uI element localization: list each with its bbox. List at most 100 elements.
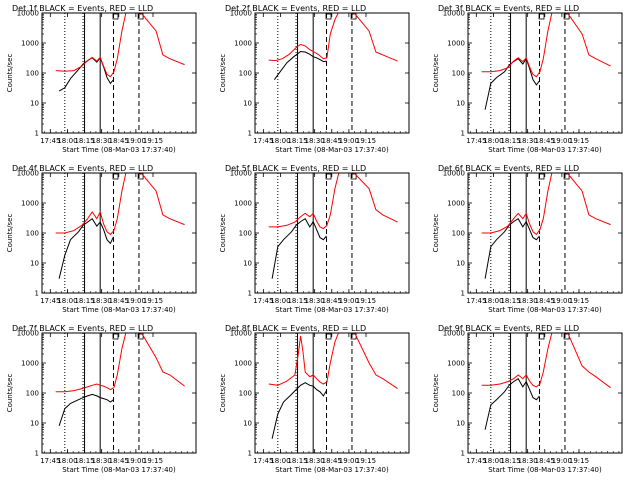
- y-tick-label: 1000: [447, 360, 465, 368]
- x-tick-label: 18:00: [270, 137, 290, 145]
- x-tick-label: 18:15: [74, 137, 94, 145]
- x-tick-label: 19:00: [552, 457, 572, 465]
- x-tick-label: 18:15: [500, 297, 520, 305]
- chart-panel-3: Det 3f BLACK = Events, RED = LLD 1 10 100 10…: [432, 4, 623, 154]
- interval-marker: [563, 173, 570, 180]
- y-axis-label: Counts/sec: [6, 54, 14, 93]
- x-tick-label: 17:45: [40, 137, 60, 145]
- chart-panel-5: Det 5f BLACK = Events, RED = LLD 1 10 100 10…: [219, 164, 410, 314]
- x-tick-label: 17:45: [40, 457, 60, 465]
- chart-panel-7: Det 7f BLACK = Events, RED = LLD 1 10 100 10…: [6, 324, 197, 474]
- x-tick-label: 19:15: [143, 457, 163, 465]
- y-tick-label: 1000: [21, 200, 39, 208]
- x-tick-label: 19:00: [552, 297, 572, 305]
- interval-marker: [112, 173, 119, 180]
- series-events-line: [58, 217, 114, 279]
- y-tick-label: 10000: [17, 10, 39, 18]
- chart-title: Det 8f BLACK = Events, RED = LLD: [225, 324, 366, 333]
- y-tick-label: 1: [35, 130, 39, 138]
- y-tick-label: 10000: [443, 330, 465, 338]
- y-tick-label: 1000: [234, 40, 252, 48]
- interval-marker: [325, 333, 332, 340]
- x-tick-label: 18:00: [270, 457, 290, 465]
- y-tick-label: 100: [26, 390, 39, 398]
- x-tick-label: 19:15: [143, 297, 163, 305]
- x-tick-label: 18:45: [322, 457, 342, 465]
- y-tick-label: 100: [452, 230, 465, 238]
- x-tick-label: 18:15: [287, 457, 307, 465]
- interval-marker: [325, 173, 332, 180]
- series-lld-line: [55, 13, 185, 78]
- x-tick-label: 18:00: [57, 457, 77, 465]
- x-tick-label: 18:45: [109, 137, 129, 145]
- x-tick-label: 17:45: [40, 297, 60, 305]
- x-tick-label: 17:45: [253, 297, 273, 305]
- chart-title: Det 1f BLACK = Events, RED = LLD: [12, 4, 153, 13]
- y-tick-label: 10000: [230, 170, 252, 178]
- interval-marker: [325, 13, 332, 20]
- x-tick-label: 18:30: [92, 457, 112, 465]
- chart-title: Det 3f BLACK = Events, RED = LLD: [438, 4, 579, 13]
- x-tick-label: 19:00: [339, 297, 359, 305]
- y-tick-label: 1: [248, 290, 252, 298]
- series-events-line: [484, 57, 540, 110]
- x-tick-label: 18:30: [518, 137, 538, 145]
- y-tick-label: 1000: [447, 200, 465, 208]
- chart-title: Det 5f BLACK = Events, RED = LLD: [225, 164, 366, 173]
- x-tick-label: 18:45: [535, 297, 555, 305]
- x-tick-label: 17:45: [253, 137, 273, 145]
- series-events-line: [58, 56, 114, 92]
- x-tick-label: 19:00: [126, 457, 146, 465]
- y-tick-label: 1000: [21, 360, 39, 368]
- y-tick-label: 10000: [17, 330, 39, 338]
- x-tick-label: 19:15: [569, 457, 589, 465]
- interval-marker: [350, 13, 357, 20]
- y-axis-label: Counts/sec: [432, 214, 440, 253]
- y-tick-label: 10: [243, 420, 252, 428]
- y-tick-label: 100: [239, 70, 252, 78]
- y-tick-label: 10: [30, 420, 39, 428]
- y-tick-label: 100: [26, 70, 39, 78]
- x-tick-label: 18:00: [483, 297, 503, 305]
- x-tick-label: 18:45: [322, 297, 342, 305]
- x-tick-label: 18:00: [57, 137, 77, 145]
- series-lld-line: [268, 173, 398, 230]
- y-tick-label: 10000: [230, 10, 252, 18]
- y-tick-label: 1000: [234, 200, 252, 208]
- y-tick-label: 1: [248, 130, 252, 138]
- x-tick-label: 19:00: [126, 137, 146, 145]
- interval-marker: [538, 13, 545, 20]
- series-lld-line: [481, 13, 611, 78]
- interval-marker: [563, 13, 570, 20]
- chart-panel-9: Det 9f BLACK = Events, RED = LLD 1 10 100 10…: [432, 324, 623, 474]
- y-tick-label: 10: [456, 260, 465, 268]
- x-tick-label: 18:00: [483, 457, 503, 465]
- x-axis-label: Start Time (08-Mar-03 17:37:40): [62, 146, 176, 154]
- y-tick-label: 100: [452, 70, 465, 78]
- y-tick-label: 10000: [230, 330, 252, 338]
- series-lld-line: [268, 13, 398, 62]
- y-tick-label: 10000: [443, 170, 465, 178]
- chart-title: Det 4f BLACK = Events, RED = LLD: [12, 164, 153, 173]
- x-tick-label: 18:00: [270, 297, 290, 305]
- chart-title: Det 6f BLACK = Events, RED = LLD: [438, 164, 579, 173]
- x-axis-label: Start Time (08-Mar-03 17:37:40): [275, 306, 389, 314]
- x-tick-label: 19:00: [339, 137, 359, 145]
- interval-marker: [538, 173, 545, 180]
- x-tick-label: 19:15: [569, 137, 589, 145]
- chart-panel-2: Det 2f BLACK = Events, RED = LLD 1 10 100 10…: [219, 4, 410, 154]
- y-axis-label: Counts/sec: [432, 374, 440, 413]
- x-tick-label: 18:45: [535, 457, 555, 465]
- chart-panel-6: Det 6f BLACK = Events, RED = LLD 1 10 100 10…: [432, 164, 623, 314]
- chart-panel-1: Det 1f BLACK = Events, RED = LLD 1 10 100 10…: [6, 4, 197, 154]
- interval-marker: [137, 173, 144, 180]
- series-events-line: [484, 217, 540, 279]
- interval-marker: [137, 13, 144, 20]
- x-tick-label: 18:15: [287, 297, 307, 305]
- y-tick-label: 1000: [21, 40, 39, 48]
- y-tick-label: 10: [456, 100, 465, 108]
- y-tick-label: 100: [239, 230, 252, 238]
- series-events-line: [271, 382, 327, 439]
- y-tick-label: 1000: [234, 360, 252, 368]
